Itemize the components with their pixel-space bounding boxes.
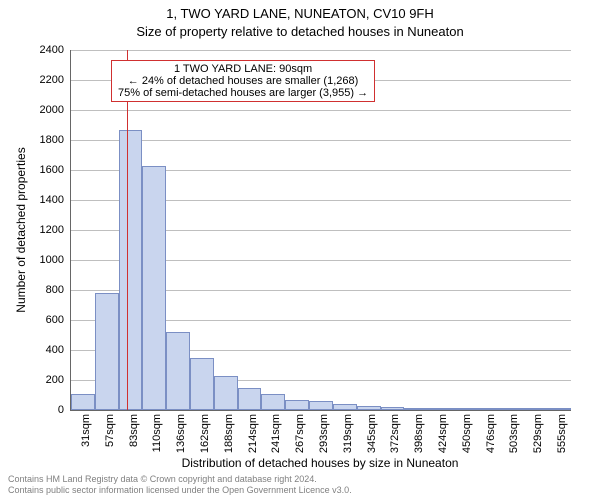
- histogram-bar: [523, 408, 547, 410]
- histogram-bar: [166, 332, 190, 410]
- histogram-bar: [357, 406, 381, 410]
- histogram-bar: [428, 408, 452, 410]
- x-tick-label: 450sqm: [461, 414, 473, 453]
- y-tick-label: 2200: [14, 74, 64, 86]
- y-tick-label: 800: [14, 284, 64, 296]
- x-tick-label: 188sqm: [223, 414, 235, 453]
- histogram-bar: [95, 293, 119, 410]
- histogram-bar: [476, 408, 500, 410]
- x-tick-label: 136sqm: [175, 414, 187, 453]
- y-tick-label: 1600: [14, 164, 64, 176]
- histogram-bar: [404, 408, 428, 410]
- x-tick-label: 319sqm: [342, 414, 354, 453]
- x-tick-label: 345sqm: [366, 414, 378, 453]
- x-tick-label: 110sqm: [151, 414, 163, 452]
- y-tick-label: 2400: [14, 44, 64, 56]
- histogram-bar: [333, 404, 357, 410]
- histogram-bar: [261, 394, 285, 411]
- footer-line-2: Contains public sector information licen…: [8, 485, 592, 496]
- y-tick-label: 1000: [14, 254, 64, 266]
- y-tick-label: 1200: [14, 224, 64, 236]
- x-tick-label: 529sqm: [532, 414, 544, 453]
- x-tick-label: 267sqm: [294, 414, 306, 453]
- x-tick-label: 31sqm: [80, 414, 92, 447]
- y-tick-label: 1400: [14, 194, 64, 206]
- histogram-bar: [452, 408, 476, 410]
- annotation-line-3: 75% of semi-detached houses are larger (…: [118, 87, 368, 99]
- histogram-bar: [238, 388, 262, 411]
- histogram-bar: [285, 400, 309, 411]
- x-tick-label: 162sqm: [199, 414, 211, 453]
- y-tick-label: 200: [14, 374, 64, 386]
- marker-line: [127, 50, 128, 410]
- x-axis-title: Distribution of detached houses by size …: [70, 456, 570, 470]
- histogram-bar: [381, 407, 405, 410]
- histogram-bar: [309, 401, 333, 410]
- histogram-bar: [71, 394, 95, 411]
- histogram-bar: [500, 408, 524, 410]
- plot-area: 1 TWO YARD LANE: 90sqm ← 24% of detached…: [70, 50, 571, 411]
- x-tick-label: 57sqm: [104, 414, 116, 447]
- y-tick-label: 400: [14, 344, 64, 356]
- x-tick-label: 555sqm: [556, 414, 568, 453]
- y-tick-label: 600: [14, 314, 64, 326]
- y-tick-label: 0: [14, 404, 64, 416]
- x-tick-label: 424sqm: [437, 414, 449, 453]
- y-tick-label: 1800: [14, 134, 64, 146]
- footer-line-1: Contains HM Land Registry data © Crown c…: [8, 474, 592, 485]
- footer: Contains HM Land Registry data © Crown c…: [8, 474, 592, 496]
- x-tick-label: 372sqm: [389, 414, 401, 453]
- histogram-bar: [142, 166, 166, 411]
- histogram-bar: [190, 358, 214, 411]
- x-tick-label: 293sqm: [318, 414, 330, 453]
- histogram-bar: [214, 376, 238, 411]
- annotation-line-2: ← 24% of detached houses are smaller (1,…: [118, 75, 368, 87]
- histogram-bar: [119, 130, 143, 411]
- histogram-bar: [547, 408, 571, 410]
- x-tick-label: 476sqm: [485, 414, 497, 453]
- annotation-line-1: 1 TWO YARD LANE: 90sqm: [118, 63, 368, 75]
- y-tick-label: 2000: [14, 104, 64, 116]
- x-tick-label: 398sqm: [413, 414, 425, 453]
- chart-title-line2: Size of property relative to detached ho…: [0, 24, 600, 39]
- chart-title-line1: 1, TWO YARD LANE, NUNEATON, CV10 9FH: [0, 6, 600, 21]
- annotation-box: 1 TWO YARD LANE: 90sqm ← 24% of detached…: [111, 60, 375, 102]
- x-tick-label: 241sqm: [270, 414, 282, 453]
- chart-page: 1, TWO YARD LANE, NUNEATON, CV10 9FH Siz…: [0, 0, 600, 500]
- x-tick-label: 214sqm: [247, 414, 259, 453]
- x-tick-label: 503sqm: [508, 414, 520, 453]
- x-tick-label: 83sqm: [128, 414, 140, 447]
- histogram-bars: [71, 50, 571, 410]
